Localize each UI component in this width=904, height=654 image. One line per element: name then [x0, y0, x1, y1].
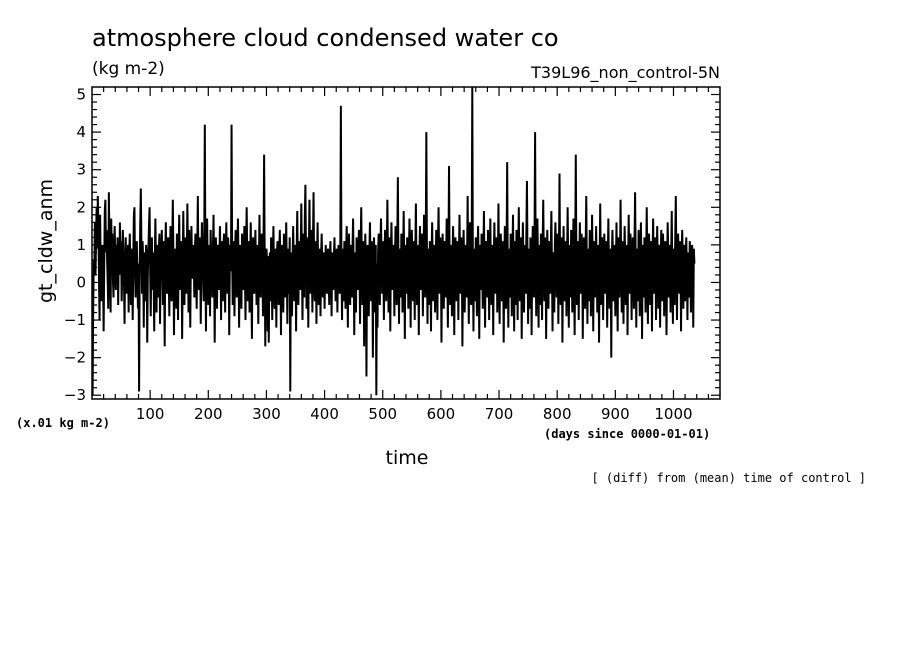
- y-tick-label: 5: [76, 86, 86, 104]
- x-tick-label: 1000: [654, 405, 692, 423]
- x-tick-label: 200: [194, 405, 223, 423]
- y-tick-label: −2: [64, 349, 86, 367]
- axis-ticks: [92, 87, 720, 399]
- y-tick-label: −1: [64, 311, 86, 329]
- y-axis-label: gt_cldw_anm: [35, 179, 57, 303]
- x-tick-label: 100: [136, 405, 165, 423]
- x-tick-label: 300: [252, 405, 281, 423]
- x-tick-label: 800: [543, 405, 572, 423]
- chart-title: atmosphere cloud condensed water co: [92, 24, 559, 52]
- x-tick-label: 600: [427, 405, 456, 423]
- experiment-label: T39L96_non_control-5N: [530, 63, 720, 83]
- y-scale-note: (x.01 kg m-2): [16, 416, 110, 430]
- axis-tick-labels: 100 200 300 400 500 600 700 800 900 1000 −3 −2 −1 0 1 2…: [64, 86, 693, 423]
- x-tick-label: 500: [368, 405, 397, 423]
- y-tick-label: −3: [64, 386, 86, 404]
- x-tick-label: 700: [485, 405, 514, 423]
- x-units-label: (days since 0000-01-01): [544, 427, 710, 441]
- x-axis-label: time: [386, 447, 429, 469]
- y-tick-label: 2: [76, 198, 86, 216]
- x-tick-label: 900: [601, 405, 630, 423]
- y-tick-label: 1: [76, 236, 86, 254]
- y-tick-label: 0: [76, 273, 86, 291]
- y-tick-label: 3: [76, 161, 86, 179]
- x-tick-label: 400: [310, 405, 339, 423]
- chart-units: (kg m-2): [92, 59, 165, 79]
- y-tick-label: 4: [76, 123, 86, 141]
- footnote: [ (diff) from (mean) time of control ]: [591, 471, 866, 485]
- series-line: [91, 86, 696, 396]
